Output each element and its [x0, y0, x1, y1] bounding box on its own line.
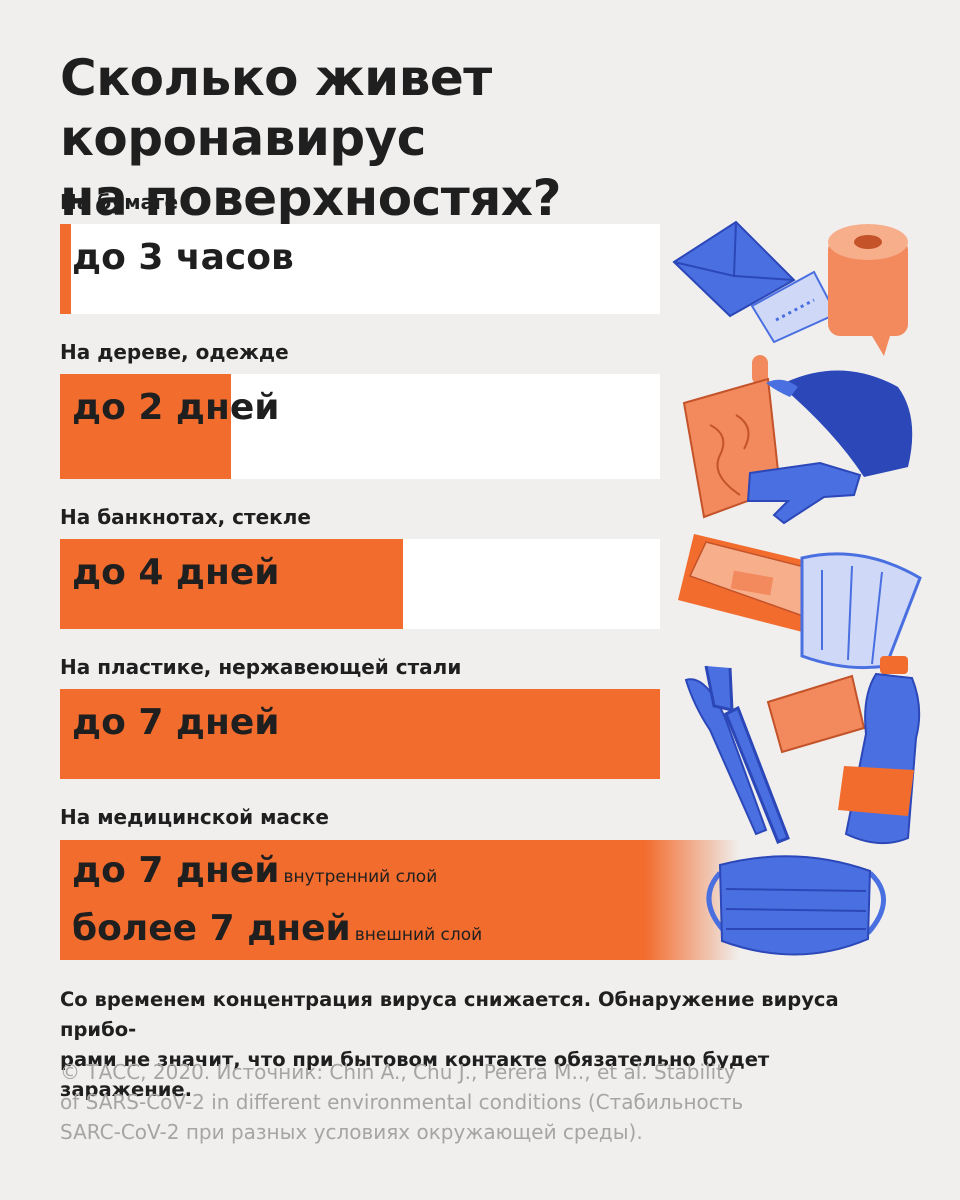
mask-inner-layer: до 7 дней внутренний слой — [72, 850, 437, 891]
bar-wood-clothes — [60, 374, 232, 479]
title-line-1: Сколько живет коронавирус — [60, 49, 492, 167]
footnote: Со временем концентрация вируса снижаетс… — [60, 985, 900, 1105]
bar-track-banknotes-glass: до 4 дней — [60, 539, 660, 629]
bar-plastic-steel — [60, 689, 660, 779]
wood-clothes-illustration — [682, 355, 913, 525]
plastic-bottle-icon — [838, 656, 921, 845]
category-label-mask: На медицинской маске — [60, 805, 329, 829]
footnote-line-1: Со временем концентрация вируса снижаетс… — [60, 988, 839, 1041]
bar-value-wood-clothes: до 2 дней — [72, 387, 280, 428]
cap-icon — [766, 370, 913, 477]
bar-value-plastic-steel: до 7 дней — [72, 702, 280, 743]
title-line-2: на поверхностях? — [60, 169, 562, 227]
source-line-2: of SARS-CoV-2 in different environmental… — [60, 1090, 744, 1114]
footnote-line-2: рами не значит, что при бытовом контакте… — [60, 1048, 770, 1101]
source-line-1: © ТАСС, 2020. Источник: Chin A., Chu J.,… — [60, 1060, 736, 1084]
glass-cup-icon — [800, 552, 922, 670]
category-label-paper: На бумаге — [60, 190, 179, 214]
category-label-wood-clothes: На дереве, одежде — [60, 340, 289, 364]
banknotes-glass-illustration — [678, 534, 922, 670]
source-citation: © ТАСС, 2020. Источник: Chin A., Chu J.,… — [60, 1057, 910, 1147]
bar-paper — [60, 224, 71, 314]
mask-inner-sublabel: внутренний слой — [283, 867, 438, 887]
bar-track-paper: до 3 часов — [60, 224, 660, 314]
toilet-paper-icon — [828, 224, 908, 356]
category-label-plastic-steel: На пластике, нержавеющей стали — [60, 655, 462, 679]
mask-inner-value: до 7 дней — [72, 850, 280, 891]
fork-icon — [704, 665, 790, 844]
page-title: Сколько живет коронавирус на поверхностя… — [60, 48, 820, 228]
mask-illustration — [706, 855, 886, 956]
source-line-3: SARC-CoV-2 при разных условиях окружающе… — [60, 1120, 643, 1144]
plastic-steel-illustration — [684, 656, 921, 845]
mask-outer-value: более 7 дней — [72, 908, 351, 949]
mask-outer-sublabel: внешний слой — [354, 925, 483, 945]
card-icon — [766, 674, 866, 754]
bar-mask: до 7 дней внутренний слой более 7 дней вне… — [60, 840, 740, 960]
banknote-icon — [678, 534, 833, 636]
mask-outer-layer: более 7 дней внешний слой — [72, 908, 482, 949]
bar-value-banknotes-glass: до 4 дней — [72, 552, 280, 593]
medical-mask-icon — [706, 855, 886, 956]
glove-icon — [746, 461, 862, 525]
bar-track-plastic-steel: до 7 дней — [60, 689, 660, 779]
envelope-icon — [672, 220, 796, 318]
category-label-banknotes-glass: На банкнотах, стекле — [60, 505, 311, 529]
bar-banknotes-glass — [60, 539, 403, 629]
bar-track-wood-clothes: до 2 дней — [60, 374, 660, 479]
paper-illustration — [672, 220, 908, 356]
knife-icon — [684, 678, 768, 836]
bar-value-paper: до 3 часов — [72, 237, 294, 278]
